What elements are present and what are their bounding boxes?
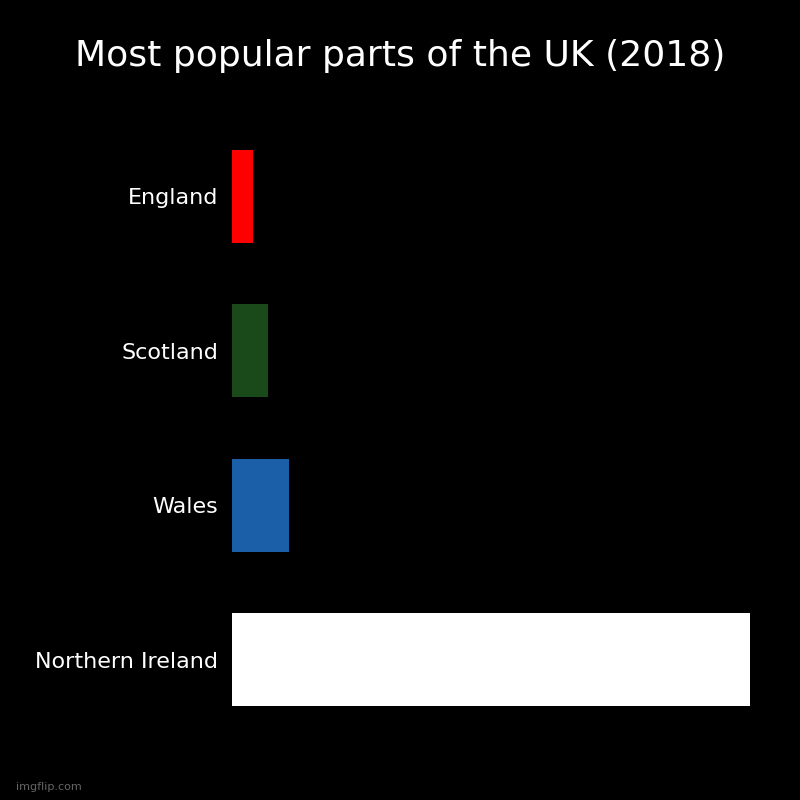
Text: imgflip.com: imgflip.com [16, 782, 82, 792]
Bar [232, 150, 253, 242]
Text: Most popular parts of the UK (2018): Most popular parts of the UK (2018) [75, 39, 725, 73]
Bar [232, 459, 289, 551]
Bar [232, 614, 750, 706]
Bar [232, 305, 268, 397]
